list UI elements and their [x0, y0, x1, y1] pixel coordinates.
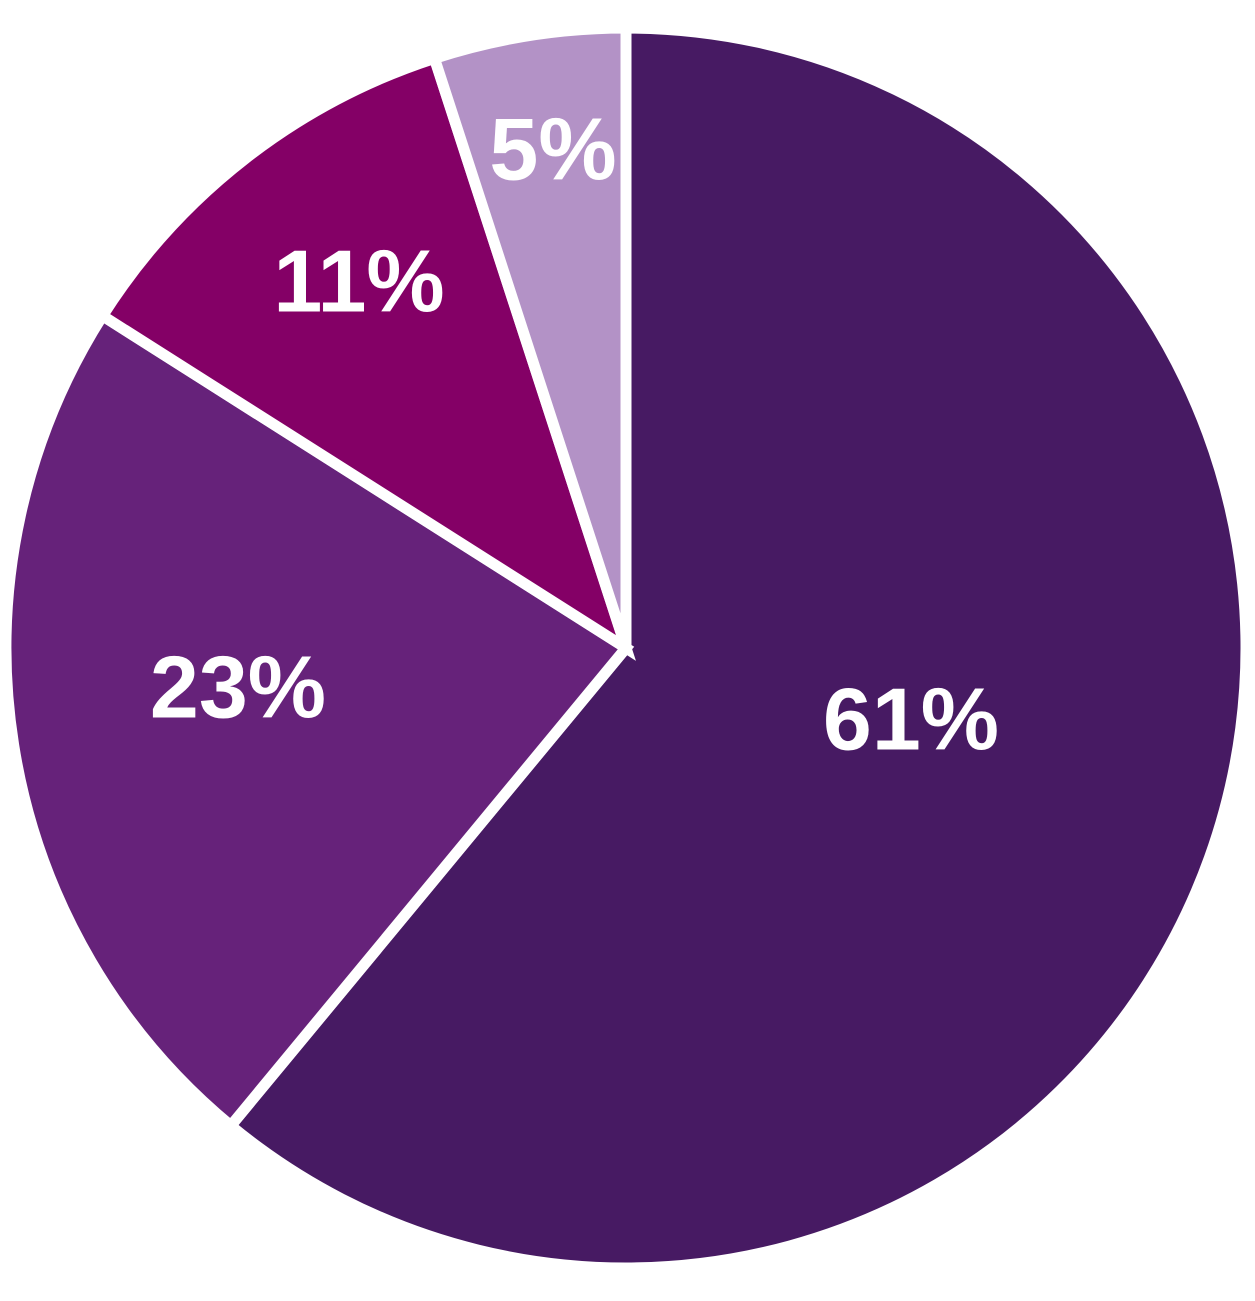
pie-slice-label-5: 5%: [489, 99, 616, 198]
pie-slice-label-61: 61%: [823, 669, 999, 768]
pie-slice-23[interactable]: [0, 308, 635, 1134]
pie-slice-label-11: 11%: [273, 231, 444, 330]
pie-slice-11[interactable]: [94, 51, 636, 661]
pie-slice-label-23: 23%: [150, 637, 326, 736]
pie-slices-group: [0, 22, 1252, 1274]
pie-slice-61[interactable]: [223, 22, 1252, 1274]
pie-labels-group: 61% 23% 11% 5%: [150, 99, 999, 768]
pie-slice-5[interactable]: [427, 22, 632, 650]
